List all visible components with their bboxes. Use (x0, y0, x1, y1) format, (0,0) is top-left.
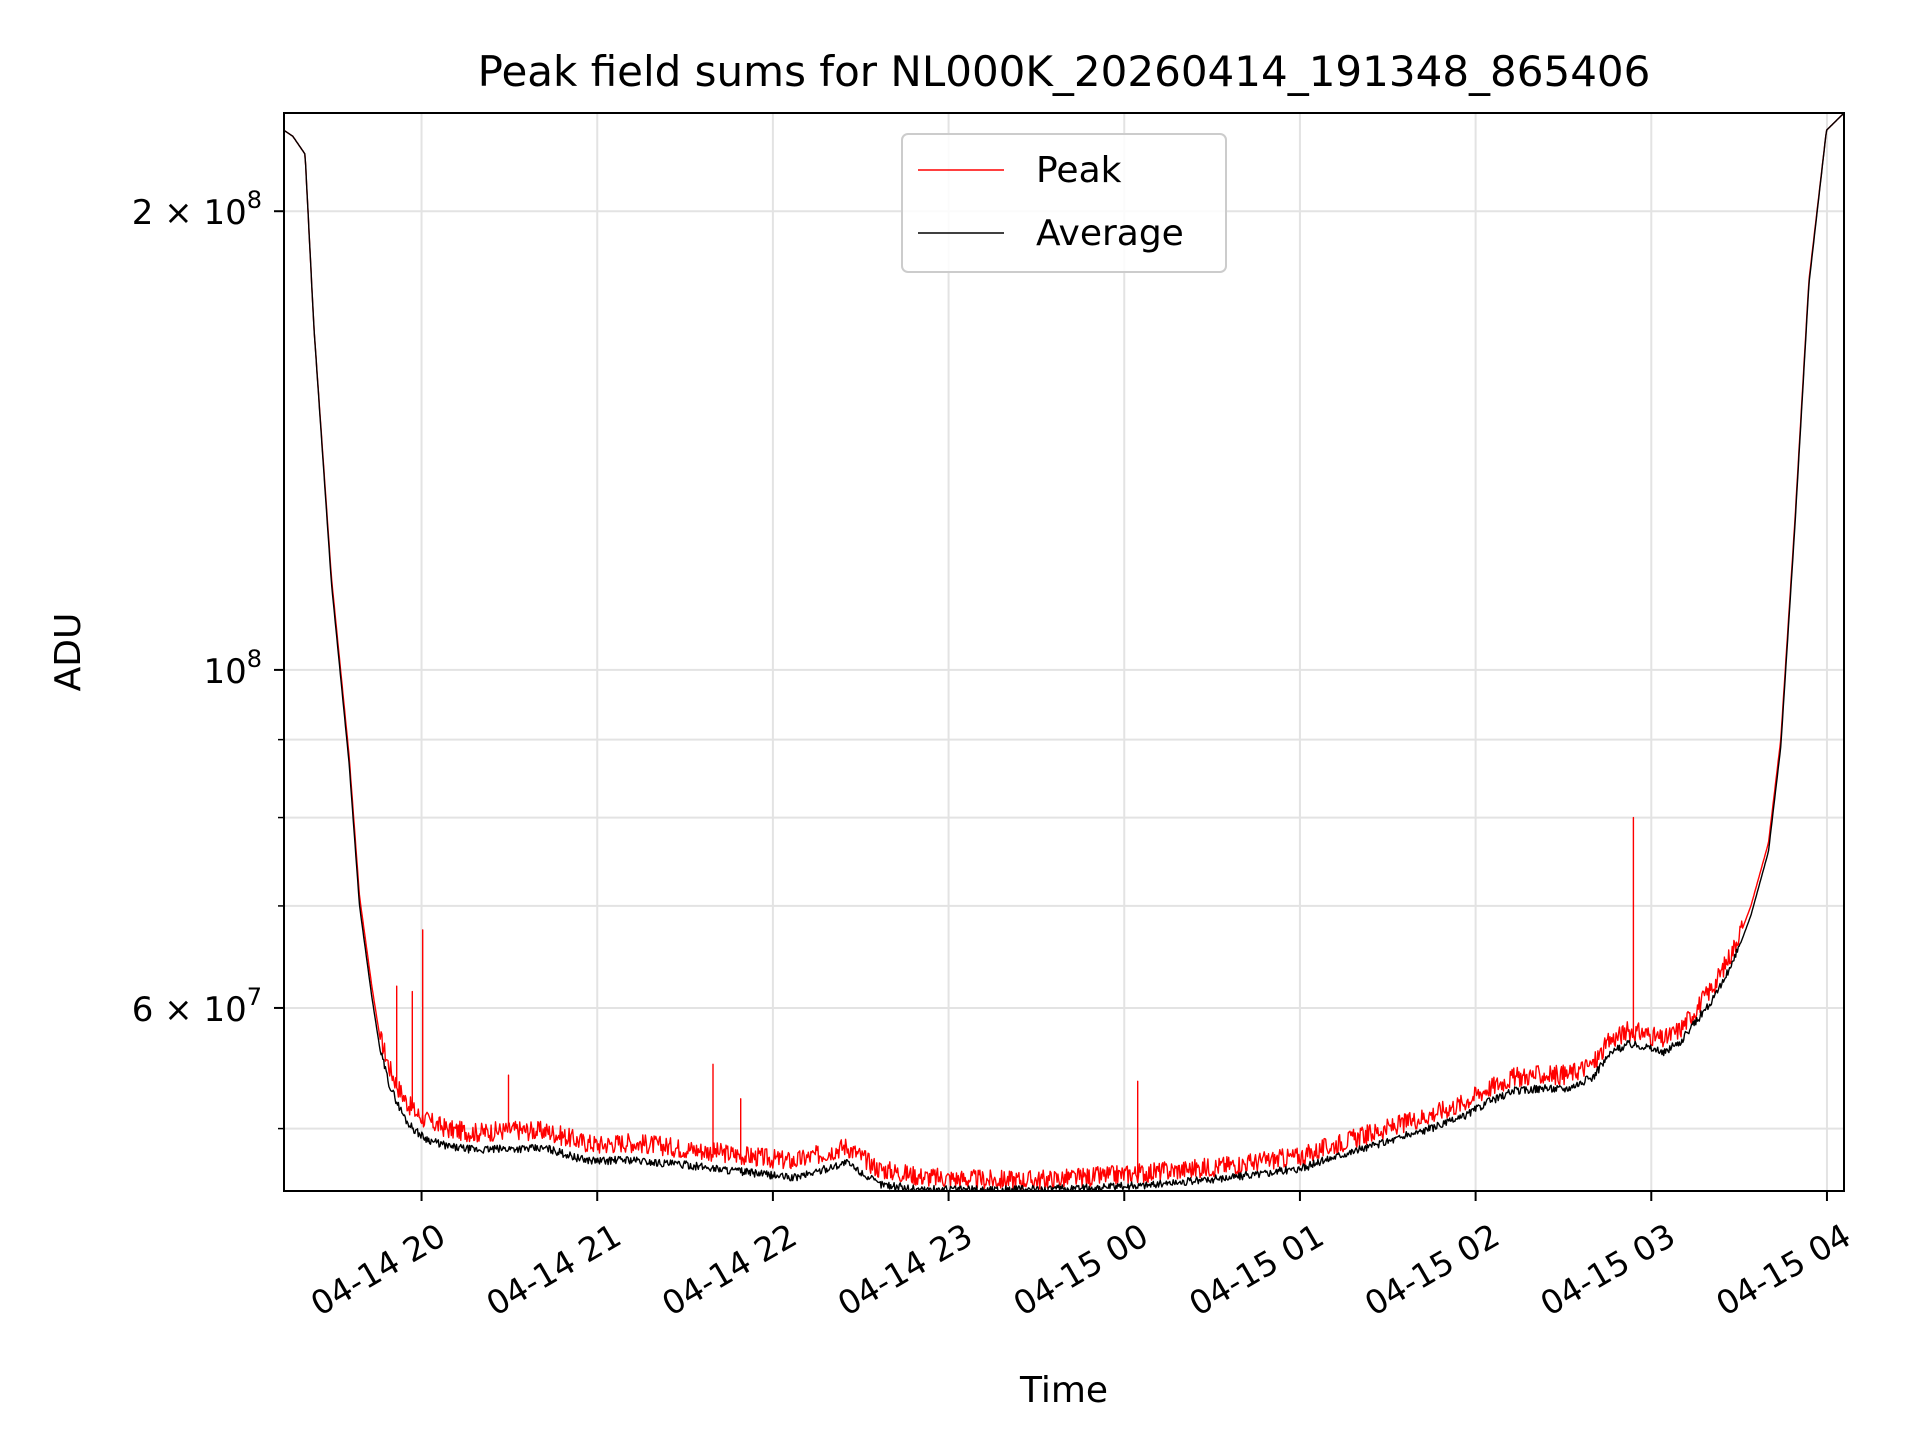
series-line-peak (284, 113, 1844, 1191)
y-tick-label: 6 × 107 (132, 983, 262, 1030)
legend: Peak Average (901, 133, 1227, 273)
legend-box (901, 133, 1227, 273)
y-axis-label: ADU (48, 613, 89, 692)
y-tick-label: 2 × 108 (132, 186, 262, 233)
plot-frame (283, 112, 1845, 1192)
y-axis: 2 × 108 108 6 × 107 (132, 186, 284, 1130)
y-tick-label: 108 (203, 645, 262, 692)
legend-label-peak: Peak (1036, 150, 1122, 191)
series-line-average (284, 113, 1844, 1191)
legend-label-average: Average (1036, 213, 1184, 254)
x-axis-label: Time (1019, 1370, 1108, 1411)
series-layer (284, 113, 1844, 1191)
chart-title: Peak field sums for NL000K_20260414_1913… (478, 47, 1651, 96)
